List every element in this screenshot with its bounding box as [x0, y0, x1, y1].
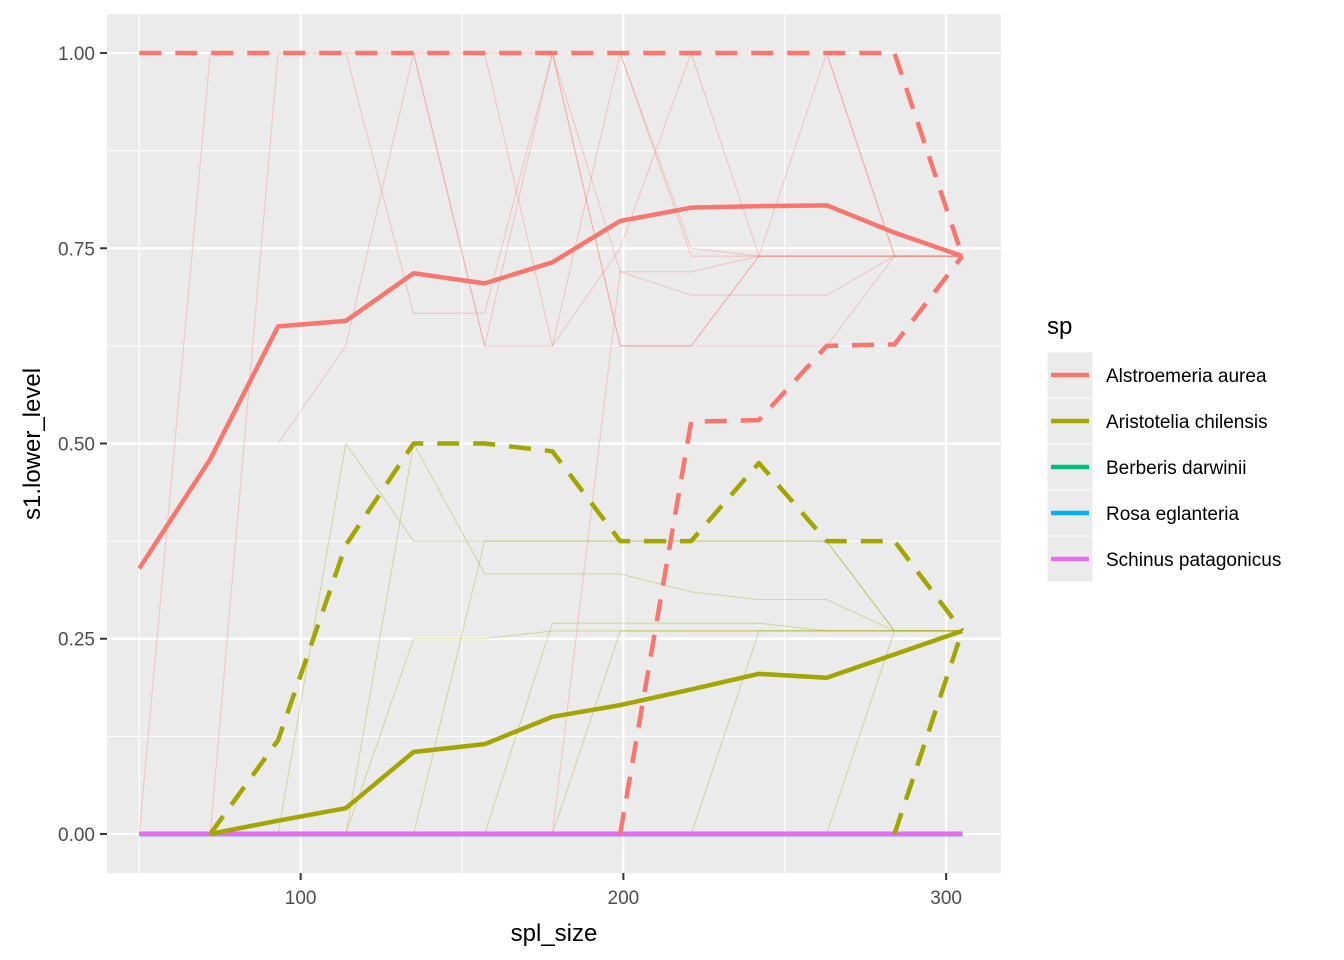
legend-label: Schinus patagonicus — [1106, 550, 1281, 571]
replicate-line-3 — [345, 52, 963, 347]
y-tick-label: 0.25 — [58, 630, 95, 651]
replicate-line-15 — [690, 630, 963, 835]
replicate-line-6 — [551, 255, 963, 835]
legend-label: Aristotelia chilensis — [1106, 412, 1268, 433]
y-axis-label: s1.lower_level — [19, 368, 46, 520]
y-tick-label: 0.75 — [58, 239, 95, 260]
series-line-alstroemeria-aurea-mean — [137, 203, 964, 570]
legend-title: sp — [1047, 313, 1072, 340]
replicate-line-8 — [620, 255, 963, 347]
replicate-line-7 — [619, 52, 963, 257]
legend: sp Alstroemeria aurea Aristotelia chilens… — [1046, 313, 1281, 583]
y-tick-label: 0.00 — [58, 825, 95, 846]
y-tick-label: 0.50 — [58, 435, 95, 456]
replicate-line-14 — [551, 630, 963, 835]
legend-label: Berberis darwinii — [1106, 458, 1246, 479]
legend-label: Alstroemeria aurea — [1106, 366, 1267, 387]
y-tick-label: 1.00 — [58, 44, 95, 65]
x-axis-label: spl_size — [511, 920, 598, 947]
x-axis: 100 200 300 — [285, 873, 962, 909]
replicate-line-13 — [484, 622, 963, 835]
x-tick-label: 300 — [930, 888, 962, 909]
replicate-line-11 — [345, 630, 963, 835]
legend-label: Rosa eglanteria — [1106, 504, 1240, 525]
replicate-line-10 — [345, 442, 963, 835]
replicate-line-4 — [413, 51, 963, 347]
series-lines — [137, 50, 965, 837]
series-line-aristotelia-chilensis-mean — [209, 628, 964, 837]
x-tick-label: 100 — [285, 888, 317, 909]
y-axis: 0.00 0.25 0.50 0.75 1.00 — [58, 44, 107, 846]
x-tick-label: 200 — [608, 888, 640, 909]
series-line-alstroemeria-aurea-upper — [139, 50, 965, 257]
replicate-line-5 — [484, 51, 963, 348]
series-line-aristotelia-chilensis-upper — [208, 441, 965, 836]
replicate-line-16 — [826, 630, 963, 835]
